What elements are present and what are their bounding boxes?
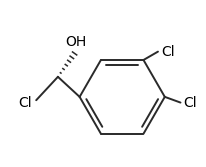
Text: Cl: Cl (161, 45, 175, 59)
Text: Cl: Cl (18, 96, 32, 110)
Text: OH: OH (65, 35, 86, 49)
Text: Cl: Cl (184, 96, 197, 110)
